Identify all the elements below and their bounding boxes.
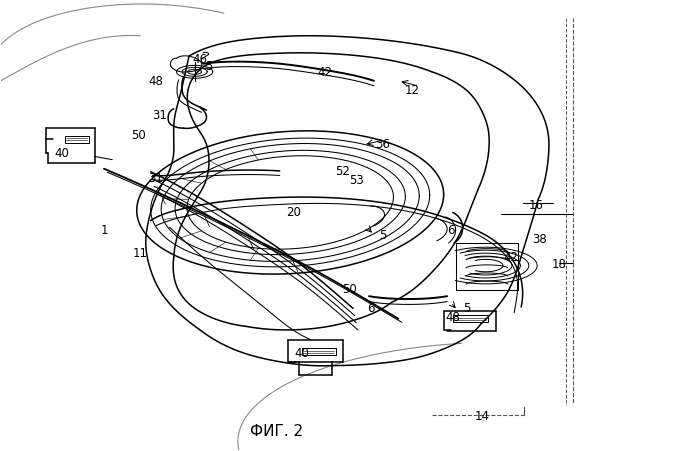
Text: 1: 1 [100,224,108,236]
Text: 38: 38 [532,233,547,245]
Text: ФИГ. 2: ФИГ. 2 [250,423,303,437]
Text: 36: 36 [375,138,391,151]
Text: 6: 6 [447,224,454,236]
Text: 42: 42 [317,66,333,79]
Text: 53: 53 [349,174,364,187]
Text: 48: 48 [148,75,163,88]
Text: 6: 6 [367,301,374,314]
Text: 18: 18 [552,257,566,270]
Text: 5: 5 [380,228,387,241]
Text: 12: 12 [405,84,420,97]
Text: 31: 31 [152,109,167,122]
Text: 14: 14 [475,409,489,422]
Text: 48: 48 [445,310,460,323]
Text: 46: 46 [192,53,207,66]
Text: 42: 42 [504,250,519,263]
Text: 40: 40 [294,346,310,359]
Text: 50: 50 [342,282,357,295]
Text: 31: 31 [148,172,163,185]
Text: 16: 16 [529,199,544,212]
Text: 52: 52 [335,165,350,178]
Text: 40: 40 [55,147,69,160]
Text: 5: 5 [463,301,470,314]
Text: 11: 11 [133,246,147,259]
Text: 50: 50 [131,129,146,142]
Text: 5: 5 [205,60,212,72]
Text: 20: 20 [287,206,301,218]
